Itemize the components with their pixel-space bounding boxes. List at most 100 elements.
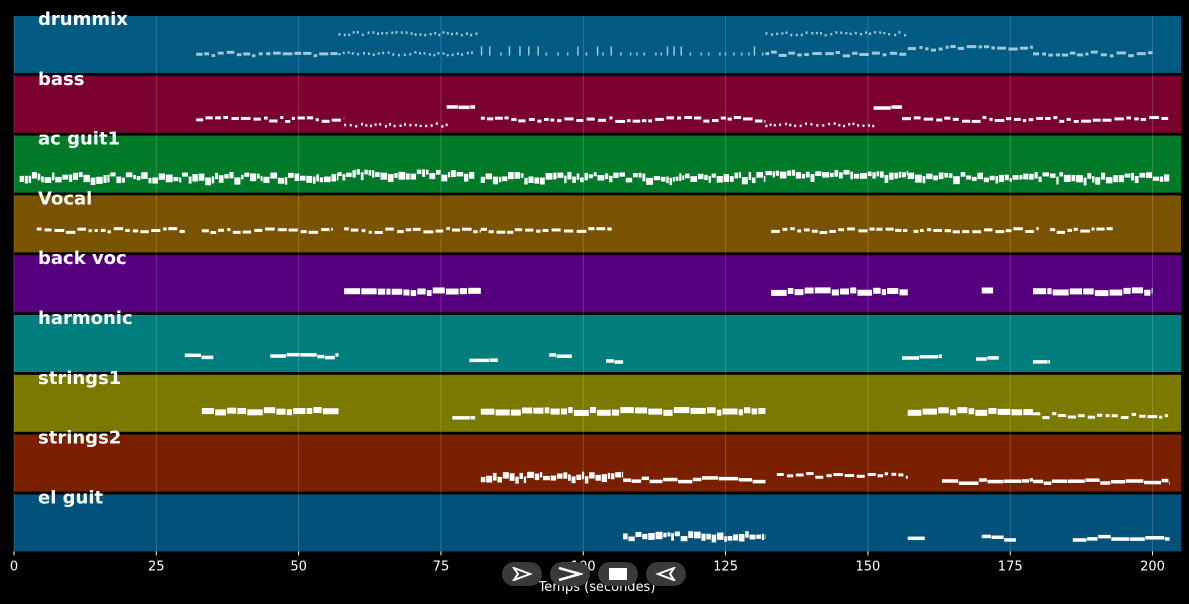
x-tick-label-50: 50 — [290, 559, 307, 574]
x-tick-label-200: 200 — [1140, 559, 1165, 574]
note-segment-0-6 — [907, 45, 1033, 52]
note-segment-5-1 — [270, 352, 339, 360]
note-segment-8-1 — [907, 536, 925, 541]
track-lane-8 — [14, 494, 1181, 552]
track-label-back-voc: back voc — [38, 248, 127, 269]
x-tick-label-75: 75 — [433, 559, 450, 574]
track-lane-0 — [14, 16, 1181, 73]
note-segment-5-5 — [902, 354, 942, 360]
note-segment-1-6 — [902, 116, 1169, 123]
track-lane-6 — [14, 374, 1181, 432]
playback-controls — [500, 562, 690, 588]
stop-button[interactable] — [598, 562, 638, 586]
note-segment-3-0 — [36, 227, 185, 234]
note-segment-6-0 — [201, 407, 339, 416]
track-notes-5 — [184, 352, 1051, 364]
track-label-bass: bass — [38, 69, 84, 90]
note-segment-0-3 — [480, 46, 764, 56]
note-segment-3-2 — [344, 227, 481, 234]
track-notes-4 — [344, 287, 1153, 297]
note-segment-2-0 — [19, 172, 339, 186]
note-segment-8-3 — [1072, 534, 1170, 542]
fast-forward-icon — [558, 567, 583, 581]
note-segment-7-0 — [480, 471, 624, 484]
track-notes-6 — [201, 406, 1169, 420]
note-segment-5-4 — [606, 359, 624, 364]
note-segment-1-0 — [196, 116, 345, 123]
note-segment-5-3 — [549, 353, 572, 358]
x-tick-label-0: 0 — [10, 559, 18, 574]
gridlines — [13, 16, 1154, 552]
x-tick-label-25: 25 — [148, 559, 165, 574]
track-label-strings1: strings1 — [38, 368, 121, 389]
note-segment-2-1 — [338, 169, 476, 182]
note-segment-0-1 — [338, 51, 473, 57]
note-segment-5-6 — [976, 356, 999, 361]
track-notes-3 — [36, 227, 1113, 235]
note-segment-8-0 — [623, 531, 766, 543]
note-segment-8-2 — [981, 534, 1016, 542]
track-notes-1 — [196, 105, 1169, 128]
track-notes-7 — [480, 471, 1170, 485]
track-lane-1 — [14, 75, 1181, 133]
note-segment-6-1 — [452, 415, 476, 420]
note-segment-1-4 — [765, 122, 875, 128]
x-tick-label-150: 150 — [855, 559, 880, 574]
track-label-strings2: strings2 — [38, 428, 121, 449]
note-segment-1-1 — [344, 122, 448, 128]
note-segment-3-4 — [771, 227, 908, 235]
note-segment-0-2 — [338, 31, 478, 37]
rewind-icon — [655, 567, 676, 581]
note-segment-7-2 — [776, 472, 908, 479]
stop-icon — [609, 568, 627, 580]
track-lane-3 — [14, 195, 1181, 253]
note-segment-6-3 — [907, 407, 1033, 416]
note-segment-2-3 — [765, 169, 908, 183]
note-segment-6-2 — [480, 406, 766, 416]
note-segment-4-0 — [344, 287, 481, 297]
note-segment-6-4 — [1032, 412, 1169, 420]
track-label-ac-guit1: ac guit1 — [38, 129, 120, 150]
note-segment-7-4 — [1032, 478, 1170, 485]
note-segment-5-7 — [1032, 360, 1051, 364]
note-segment-2-2 — [480, 171, 766, 186]
note-segment-0-7 — [1032, 50, 1153, 58]
note-segment-0-4 — [765, 50, 907, 58]
note-segment-7-1 — [623, 476, 766, 484]
track-notes-0 — [196, 31, 1153, 58]
track-label-el-guit: el guit — [38, 487, 104, 508]
note-segment-1-3 — [480, 116, 766, 123]
track-lane-2 — [14, 135, 1181, 193]
track-lane-4 — [14, 255, 1181, 313]
track-labels: drummix bass ac guit1 Vocal back voc harmonic… — [38, 9, 133, 508]
track-label-harmonic: harmonic — [38, 308, 133, 329]
note-segment-7-3 — [941, 478, 1033, 485]
track-label-drummix: drummix — [38, 9, 128, 30]
note-segment-4-1 — [771, 287, 908, 296]
note-segment-3-1 — [201, 227, 333, 235]
track-label-Vocal: Vocal — [38, 188, 92, 209]
note-segment-1-2 — [446, 105, 476, 110]
fast-forward-button[interactable] — [550, 562, 590, 586]
note-segment-3-5 — [913, 227, 1039, 234]
rewind-button[interactable] — [646, 562, 686, 586]
note-segment-3-3 — [480, 227, 612, 234]
x-tick-label-175: 175 — [998, 559, 1023, 574]
note-segment-2-4 — [907, 171, 1170, 186]
track-notes-8 — [623, 531, 1170, 543]
note-segment-0-0 — [196, 50, 338, 58]
note-segment-5-2 — [469, 358, 498, 363]
note-layer — [19, 31, 1170, 543]
track-lane-7 — [14, 434, 1181, 492]
note-segment-3-6 — [1050, 227, 1113, 234]
track-notes-2 — [19, 169, 1170, 186]
note-segment-5-0 — [184, 353, 214, 360]
note-segment-1-5 — [873, 105, 903, 110]
note-segment-4-3 — [1032, 287, 1153, 297]
play-button[interactable] — [502, 562, 542, 586]
note-segment-4-2 — [981, 287, 994, 294]
track-lane-5 — [14, 315, 1181, 372]
x-tick-label-125: 125 — [713, 559, 738, 574]
play-icon — [512, 567, 533, 581]
